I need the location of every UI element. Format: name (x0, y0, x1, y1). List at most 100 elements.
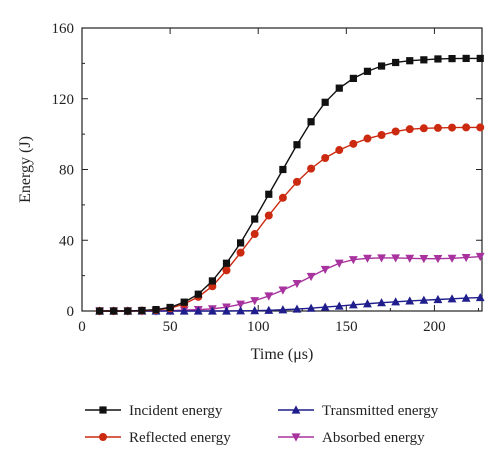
data-point-reflected-energy (335, 146, 344, 155)
data-point-incident-energy (194, 290, 202, 298)
data-point-reflected-energy (419, 124, 428, 133)
y-tick-label: 160 (52, 21, 75, 37)
data-point-absorbed-energy (278, 286, 288, 295)
data-point-incident-energy (321, 98, 329, 106)
legend-label: Absorbed energy (322, 430, 425, 446)
x-axis-label: Time (μs) (251, 346, 314, 363)
legend-label: Incident energy (129, 403, 223, 419)
data-point-incident-energy (110, 307, 118, 315)
data-point-incident-energy (293, 141, 301, 149)
legend-marker (99, 406, 107, 414)
data-point-incident-energy (363, 67, 372, 75)
x-tick-label: 200 (423, 319, 446, 335)
data-point-absorbed-energy (405, 254, 415, 263)
data-point-absorbed-energy (292, 279, 302, 289)
data-point-incident-energy (279, 165, 287, 174)
data-point-absorbed-energy (461, 253, 471, 263)
data-point-incident-energy (251, 215, 259, 223)
y-axis-label: Energy (J) (17, 136, 34, 203)
data-point-transmitted-energy (250, 306, 260, 315)
data-point-transmitted-energy (264, 305, 274, 314)
data-point-transmitted-energy (447, 294, 457, 303)
data-point-incident-energy (265, 190, 273, 198)
axes: 0 50 100 150 200 0 40 80 120 160 (52, 21, 483, 335)
data-point-incident-energy (208, 277, 216, 285)
series-incident-energy (96, 54, 484, 315)
data-point-transmitted-energy (405, 296, 415, 305)
data-point-transmitted-energy (236, 306, 245, 315)
data-point-absorbed-energy (236, 300, 245, 309)
data-point-incident-energy (392, 58, 400, 67)
data-point-transmitted-energy (193, 306, 203, 315)
legend-item-absorbed-energy: Absorbed energy (278, 430, 425, 446)
data-point-transmitted-energy (348, 300, 358, 309)
series-line-incident-energy (99, 57, 481, 312)
data-point-absorbed-energy (377, 254, 386, 263)
data-point-absorbed-energy (320, 265, 330, 275)
data-point-transmitted-energy (363, 299, 372, 308)
x-tick-label: 150 (335, 319, 358, 335)
data-point-reflected-energy (278, 193, 287, 202)
data-point-reflected-energy (321, 154, 330, 163)
series-line-transmitted-energy (99, 296, 481, 312)
series-layer (95, 54, 485, 316)
data-point-reflected-energy (222, 266, 231, 275)
data-point-reflected-energy (250, 230, 259, 239)
data-point-reflected-energy (264, 211, 273, 220)
data-point-incident-energy (377, 62, 386, 70)
legend: Incident energy Reflected energy Transmitt… (85, 403, 439, 446)
y-tick-label: 120 (52, 92, 75, 108)
data-point-reflected-energy (349, 139, 358, 148)
x-tick-label: 100 (247, 319, 270, 335)
data-point-transmitted-energy (320, 302, 330, 311)
data-point-transmitted-energy (179, 306, 189, 315)
data-point-incident-energy (335, 84, 343, 92)
x-tick-label: 50 (163, 319, 178, 335)
data-point-transmitted-energy (391, 297, 401, 306)
data-point-incident-energy (406, 57, 414, 65)
y-tick-label: 80 (59, 163, 74, 179)
data-point-incident-energy (236, 239, 245, 247)
data-point-incident-energy (307, 118, 315, 126)
data-point-absorbed-energy (433, 255, 443, 264)
legend-item-reflected-energy: Reflected energy (85, 430, 231, 446)
data-point-absorbed-energy (419, 255, 429, 264)
y-tick-label: 40 (59, 233, 74, 249)
series-line-reflected-energy (99, 126, 481, 312)
data-point-transmitted-energy (433, 294, 443, 304)
data-point-transmitted-energy (292, 304, 302, 313)
data-point-transmitted-energy (222, 306, 231, 315)
data-point-absorbed-energy (264, 292, 274, 301)
data-point-absorbed-energy (363, 254, 372, 263)
y-tick-label: 0 (67, 304, 75, 320)
data-point-incident-energy (476, 54, 484, 63)
data-point-transmitted-energy (278, 305, 288, 314)
data-point-reflected-energy (236, 248, 245, 257)
legend-marker (291, 433, 301, 442)
legend-item-incident-energy: Incident energy (85, 403, 223, 419)
data-point-absorbed-energy (447, 254, 457, 263)
legend-label: Transmitted energy (322, 403, 439, 419)
data-point-absorbed-energy (391, 254, 401, 263)
data-point-incident-energy (349, 74, 357, 83)
data-point-reflected-energy (292, 177, 301, 186)
legend-marker (291, 405, 301, 414)
data-point-incident-energy (96, 307, 104, 315)
data-point-transmitted-energy (306, 303, 316, 312)
data-point-absorbed-energy (306, 272, 316, 282)
data-point-incident-energy (420, 56, 428, 64)
data-point-transmitted-energy (334, 301, 344, 310)
data-point-reflected-energy (405, 125, 414, 134)
data-point-incident-energy (434, 55, 442, 63)
legend-marker (99, 433, 107, 441)
data-point-transmitted-energy (377, 298, 386, 307)
x-tick-label: 0 (78, 319, 86, 335)
data-point-incident-energy (222, 259, 231, 267)
data-point-incident-energy (180, 298, 188, 306)
data-point-reflected-energy (462, 123, 471, 132)
data-point-reflected-energy (363, 134, 372, 143)
data-point-transmitted-energy (419, 295, 429, 304)
data-point-reflected-energy (307, 164, 316, 173)
data-point-reflected-energy (433, 123, 442, 132)
